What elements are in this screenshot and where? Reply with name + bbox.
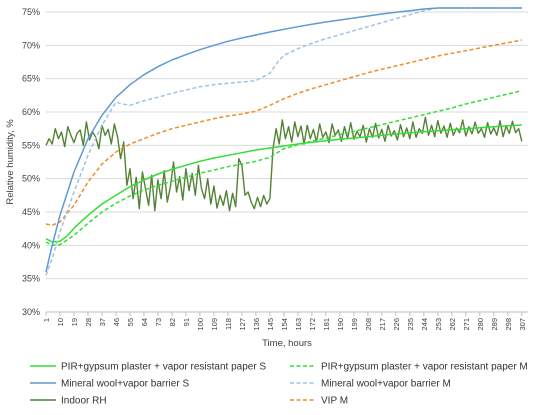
y-tick-label: 60% — [22, 107, 40, 117]
x-tick-label: 145 — [266, 318, 275, 331]
x-tick-label: 100 — [196, 318, 205, 331]
x-tick-label: 298 — [504, 318, 513, 331]
y-tick-label: 30% — [22, 307, 40, 317]
y-axis-title: Relative humidity, % — [5, 119, 16, 205]
x-tick-label: 154 — [280, 318, 289, 331]
x-tick-label: 1 — [42, 318, 51, 322]
x-tick-label: 307 — [518, 318, 527, 331]
series-line-1 — [45, 89, 522, 247]
series-line-5 — [45, 39, 522, 227]
series-line-4 — [45, 116, 523, 212]
y-axis-tick-labels: 30% 35% 40% 45% 50% 55% 60% 65% 70% 75% — [22, 7, 40, 317]
x-tick-label: 163 — [294, 318, 303, 331]
legend-label: PIR+gypsum plaster + vapor resistant pap… — [61, 362, 266, 373]
legend-label: VIP M — [321, 396, 348, 407]
x-tick-label: 217 — [378, 318, 387, 331]
legend: PIR+gypsum plaster + vapor resistant pap… — [30, 362, 528, 407]
x-tick-label: 28 — [84, 318, 93, 326]
x-tick-label: 118 — [224, 318, 233, 330]
series-lines — [45, 7, 523, 276]
y-tick-label: 55% — [22, 140, 40, 150]
x-tick-label: 199 — [350, 318, 359, 331]
y-tick-label: 40% — [22, 240, 40, 250]
x-tick-label: 226 — [392, 318, 401, 331]
x-axis-tick-labels: 1 10 19 28 37 46 55 64 73 82 91 100 109 118 127 136 145 1… — [42, 318, 527, 331]
x-tick-label: 271 — [462, 318, 471, 331]
legend-label: PIR+gypsum plaster + vapor resistant pap… — [321, 362, 528, 373]
series-line-3 — [45, 7, 522, 276]
x-tick-label: 244 — [420, 318, 429, 331]
y-tick-label: 50% — [22, 174, 40, 184]
series-line-0 — [45, 124, 522, 243]
x-tick-label: 64 — [140, 318, 149, 326]
x-tick-label: 10 — [56, 318, 65, 326]
y-tick-label: 65% — [22, 74, 40, 84]
x-tick-label: 181 — [322, 318, 331, 331]
x-tick-label: 136 — [252, 318, 261, 331]
y-tick-label: 70% — [22, 40, 40, 50]
x-tick-label: 253 — [434, 318, 443, 331]
x-axis-title: Time, hours — [262, 338, 312, 349]
x-tick-label: 262 — [448, 318, 457, 331]
x-tick-label: 109 — [210, 318, 219, 331]
x-tick-label: 91 — [182, 318, 191, 326]
x-tick-label: 208 — [364, 318, 373, 331]
y-tick-label: 35% — [22, 274, 40, 284]
x-tick-label: 82 — [168, 318, 177, 326]
x-tick-label: 37 — [98, 318, 107, 326]
legend-label: Mineral wool+vapor barrier M — [321, 379, 451, 390]
x-tick-label: 289 — [490, 318, 499, 331]
legend-label: Mineral wool+vapor barrier S — [61, 379, 189, 390]
x-tick-label: 190 — [336, 318, 345, 331]
x-tick-label: 55 — [126, 318, 135, 326]
x-tick-label: 280 — [476, 318, 485, 331]
y-tick-label: 75% — [22, 7, 40, 17]
x-tick-label: 46 — [112, 318, 121, 326]
x-tick-label: 73 — [154, 318, 163, 326]
y-tick-label: 45% — [22, 207, 40, 217]
legend-label: Indoor RH — [61, 396, 107, 407]
x-axis-tick-marks — [45, 312, 523, 316]
x-tick-label: 127 — [238, 318, 247, 331]
series-line-2 — [45, 7, 522, 273]
x-tick-label: 19 — [70, 318, 79, 326]
x-tick-label: 235 — [406, 318, 415, 331]
x-tick-label: 172 — [308, 318, 317, 331]
